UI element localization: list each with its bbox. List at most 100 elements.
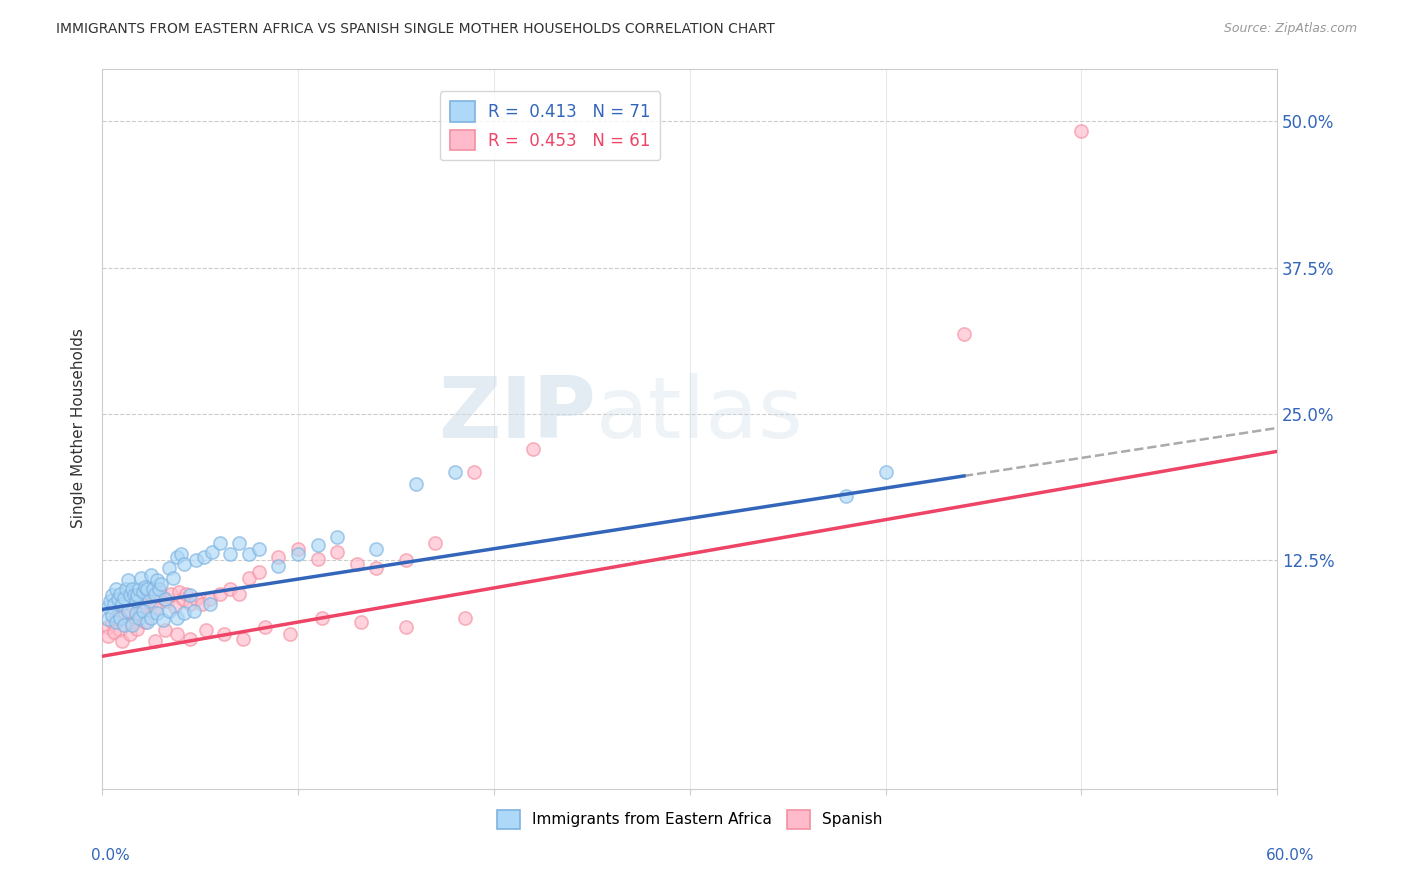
Point bbox=[104, 615, 127, 630]
Point bbox=[162, 571, 184, 585]
Point bbox=[278, 627, 301, 641]
Point bbox=[179, 632, 201, 646]
Point bbox=[143, 587, 166, 601]
Point bbox=[148, 582, 170, 597]
Point bbox=[132, 603, 155, 617]
Point bbox=[108, 610, 131, 624]
Point bbox=[157, 603, 180, 617]
Point bbox=[1070, 123, 1092, 137]
Point bbox=[124, 594, 146, 608]
Point bbox=[247, 541, 270, 556]
Point bbox=[208, 587, 231, 601]
Point bbox=[395, 553, 418, 567]
Point bbox=[118, 588, 141, 602]
Point bbox=[218, 547, 240, 561]
Point bbox=[238, 547, 260, 561]
Point bbox=[104, 582, 127, 597]
Point bbox=[186, 591, 208, 606]
Point bbox=[253, 620, 276, 634]
Point bbox=[179, 588, 201, 602]
Point bbox=[287, 541, 309, 556]
Point bbox=[169, 547, 191, 561]
Point bbox=[112, 617, 135, 632]
Point bbox=[118, 627, 141, 641]
Point bbox=[173, 606, 195, 620]
Point bbox=[97, 612, 120, 626]
Point bbox=[127, 622, 149, 636]
Point bbox=[111, 634, 134, 648]
Point bbox=[228, 535, 250, 549]
Point bbox=[132, 600, 155, 615]
Point bbox=[117, 573, 139, 587]
Point bbox=[152, 613, 174, 627]
Legend: Immigrants from Eastern Africa, Spanish: Immigrants from Eastern Africa, Spanish bbox=[491, 804, 889, 835]
Point bbox=[453, 610, 475, 624]
Point bbox=[186, 553, 208, 567]
Point bbox=[136, 591, 159, 606]
Point bbox=[124, 606, 146, 620]
Point bbox=[326, 530, 349, 544]
Point bbox=[103, 624, 125, 639]
Point bbox=[238, 571, 260, 585]
Point bbox=[146, 573, 169, 587]
Point bbox=[134, 580, 156, 594]
Point bbox=[247, 565, 270, 579]
Point bbox=[405, 477, 427, 491]
Point bbox=[142, 582, 165, 597]
Point bbox=[121, 615, 143, 630]
Point bbox=[307, 538, 329, 552]
Point bbox=[208, 535, 231, 549]
Point bbox=[97, 629, 120, 643]
Text: 60.0%: 60.0% bbox=[1267, 848, 1315, 863]
Point bbox=[157, 561, 180, 575]
Text: IMMIGRANTS FROM EASTERN AFRICA VS SPANISH SINGLE MOTHER HOUSEHOLDS CORRELATION C: IMMIGRANTS FROM EASTERN AFRICA VS SPANIS… bbox=[56, 22, 775, 37]
Point bbox=[201, 545, 224, 559]
Point bbox=[232, 632, 254, 646]
Point bbox=[114, 582, 136, 597]
Point bbox=[173, 557, 195, 571]
Point bbox=[287, 547, 309, 561]
Point bbox=[228, 587, 250, 601]
Point bbox=[176, 587, 198, 601]
Point bbox=[136, 615, 159, 630]
Point bbox=[167, 584, 190, 599]
Point bbox=[141, 610, 163, 624]
Point bbox=[835, 489, 858, 503]
Point bbox=[101, 588, 124, 602]
Point bbox=[193, 549, 215, 564]
Point bbox=[131, 571, 153, 585]
Point bbox=[128, 606, 150, 620]
Point bbox=[128, 582, 150, 597]
Point bbox=[101, 608, 124, 623]
Point bbox=[136, 582, 159, 597]
Point bbox=[423, 535, 446, 549]
Point bbox=[128, 610, 150, 624]
Point bbox=[153, 624, 176, 638]
Y-axis label: Single Mother Households: Single Mother Households bbox=[72, 328, 86, 528]
Point bbox=[143, 634, 166, 648]
Point bbox=[875, 466, 897, 480]
Point bbox=[149, 576, 172, 591]
Point bbox=[198, 597, 221, 611]
Point bbox=[134, 615, 156, 630]
Point bbox=[159, 587, 181, 601]
Point bbox=[127, 588, 149, 602]
Point bbox=[112, 608, 135, 623]
Point bbox=[366, 561, 388, 575]
Point bbox=[146, 606, 169, 620]
Point bbox=[195, 624, 218, 638]
Point bbox=[117, 603, 139, 617]
Point bbox=[311, 610, 333, 624]
Point bbox=[132, 584, 155, 599]
Point bbox=[97, 620, 120, 634]
Point bbox=[163, 600, 186, 615]
Text: atlas: atlas bbox=[596, 373, 804, 456]
Point bbox=[267, 549, 290, 564]
Point bbox=[111, 597, 134, 611]
Point bbox=[522, 442, 544, 456]
Point bbox=[101, 615, 124, 630]
Point bbox=[98, 594, 121, 608]
Point bbox=[108, 624, 131, 638]
Point bbox=[350, 615, 373, 630]
Point bbox=[148, 582, 170, 597]
